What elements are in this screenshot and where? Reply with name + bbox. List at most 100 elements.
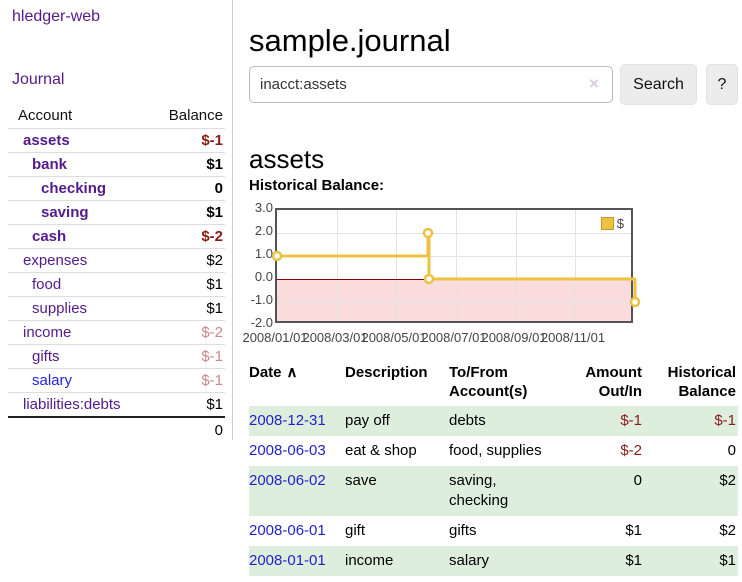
transaction-balance: $2 xyxy=(719,522,736,539)
account-balance: 0 xyxy=(214,180,223,197)
balance-line-svg xyxy=(271,227,641,308)
gridline xyxy=(277,256,631,257)
transactions-header-row: Date ∧ Description To/From Account(s) Amo… xyxy=(249,361,738,406)
transaction-description: income xyxy=(345,552,394,569)
transaction-description: pay off xyxy=(345,412,390,429)
transaction-accounts: debts xyxy=(449,412,486,429)
data-point-marker xyxy=(271,250,283,262)
transaction-amount: 0 xyxy=(633,472,642,489)
page-title: sample.journal xyxy=(249,22,451,58)
balance-column-header: Historical Balance xyxy=(667,364,736,400)
account-balance: $-1 xyxy=(201,348,223,365)
transaction-amount: $-1 xyxy=(620,412,642,429)
historical-balance-chart: 3.0 2.0 1.0 0.0 -1.0 -2.0 xyxy=(242,200,669,351)
gridline xyxy=(516,210,517,321)
transaction-amount: $1 xyxy=(625,522,642,539)
sort-ascending-icon: ∧ xyxy=(286,364,298,381)
account-row: saving $1 xyxy=(8,200,225,224)
account-row: food $1 xyxy=(8,272,225,296)
transaction-balance: $1 xyxy=(719,552,736,569)
transaction-date-link[interactable]: 2008-06-02 xyxy=(249,472,326,489)
gridline xyxy=(456,210,457,321)
transaction-row: 2008-06-03 eat & shop food, supplies $-2… xyxy=(249,436,738,466)
account-link-liabilities-debts[interactable]: liabilities:debts xyxy=(23,396,121,413)
account-link-gifts[interactable]: gifts xyxy=(32,348,60,365)
balance-column-header: Balance xyxy=(168,107,223,124)
account-column-header: Account xyxy=(18,107,73,124)
description-column-header: Description xyxy=(345,364,428,381)
account-link-checking[interactable]: checking xyxy=(41,180,107,197)
help-button[interactable]: ? xyxy=(706,64,738,105)
amount-column-header: Amount Out/In xyxy=(585,364,642,400)
date-header-label: Date xyxy=(249,364,282,381)
data-point-marker xyxy=(423,273,435,285)
transaction-row: 2008-12-31 pay off debts $-1 $-1 xyxy=(249,406,738,436)
account-row: cash $-2 xyxy=(8,224,225,248)
accounts-table-header: Account Balance xyxy=(8,104,225,128)
x-axis-tick: 2008/09/01 xyxy=(481,330,547,345)
chart-title: Historical Balance: xyxy=(249,177,385,194)
plot-area: $ xyxy=(271,208,641,323)
transaction-description: gift xyxy=(345,522,366,539)
account-balance: $-2 xyxy=(201,228,223,245)
transaction-amount: $1 xyxy=(625,552,642,569)
transaction-accounts: salary xyxy=(449,552,490,569)
account-row: assets $-1 xyxy=(8,128,225,152)
accounts-total-row: 0 xyxy=(8,416,225,443)
account-balance: $-2 xyxy=(201,324,223,341)
x-axis-tick: 2008/01/01 xyxy=(242,330,308,345)
y-axis-tick: 3.0 xyxy=(254,200,273,215)
data-point-marker xyxy=(422,227,434,239)
account-balance: $1 xyxy=(206,276,223,293)
sidebar-item-journal[interactable]: Journal xyxy=(12,71,65,88)
transaction-description: eat & shop xyxy=(345,442,417,459)
transaction-balance: 0 xyxy=(727,442,736,459)
legend-label: $ xyxy=(616,216,624,231)
account-link-income[interactable]: income xyxy=(23,324,72,341)
app-title-link[interactable]: hledger-web xyxy=(12,8,101,25)
search-input[interactable] xyxy=(249,66,613,103)
account-balance: $-1 xyxy=(201,372,223,389)
transaction-date-link[interactable]: 2008-06-01 xyxy=(249,522,326,539)
transaction-row: 2008-01-01 income salary $1 $1 xyxy=(249,546,738,576)
data-point-marker xyxy=(629,296,641,308)
account-link-assets[interactable]: assets xyxy=(23,132,70,149)
accounts-column-header: To/From Account(s) xyxy=(449,364,528,400)
account-link-expenses[interactable]: expenses xyxy=(23,252,88,269)
account-row: income $-2 xyxy=(8,320,225,344)
transaction-balance: $2 xyxy=(719,472,736,489)
account-row: liabilities:debts $1 xyxy=(8,392,225,416)
accounts-total-balance: 0 xyxy=(214,422,223,439)
x-axis-tick: 2008/11/01 xyxy=(540,330,606,345)
transaction-row: 2008-06-01 gift gifts $1 $2 xyxy=(249,516,738,546)
account-link-salary[interactable]: salary xyxy=(32,372,73,389)
transaction-date-link[interactable]: 2008-12-31 xyxy=(249,412,326,429)
account-link-bank[interactable]: bank xyxy=(32,156,68,173)
x-axis-tick: 2008/07/01 xyxy=(421,330,487,345)
account-link-saving[interactable]: saving xyxy=(41,204,89,221)
transaction-accounts: food, supplies xyxy=(449,442,542,459)
account-row: bank $1 xyxy=(8,152,225,176)
x-axis-tick: 2008/05/01 xyxy=(361,330,427,345)
search-button[interactable]: Search xyxy=(620,64,697,105)
balance-step-line xyxy=(277,231,637,302)
gridline xyxy=(396,210,397,321)
transaction-accounts: gifts xyxy=(449,522,477,539)
account-link-cash[interactable]: cash xyxy=(32,228,67,245)
transaction-date-link[interactable]: 2008-01-01 xyxy=(249,552,326,569)
gridline xyxy=(337,210,338,321)
transaction-row: 2008-06-02 save saving, checking 0 $2 xyxy=(249,466,738,516)
account-row: supplies $1 xyxy=(8,296,225,320)
legend-swatch-icon xyxy=(600,217,614,230)
clear-search-icon[interactable]: × xyxy=(589,74,599,93)
account-link-food[interactable]: food xyxy=(32,276,62,293)
account-link-supplies[interactable]: supplies xyxy=(32,300,88,317)
y-axis-tick: -1.0 xyxy=(250,292,273,307)
transaction-description: save xyxy=(345,472,377,489)
account-balance: $1 xyxy=(206,204,223,221)
date-column-header[interactable]: Date ∧ xyxy=(249,361,345,406)
account-balance: $-1 xyxy=(201,132,223,149)
main-content: sample.journal × Search ? assets Histori… xyxy=(242,0,742,582)
y-axis-tick: 2.0 xyxy=(254,223,273,238)
transaction-date-link[interactable]: 2008-06-03 xyxy=(249,442,326,459)
